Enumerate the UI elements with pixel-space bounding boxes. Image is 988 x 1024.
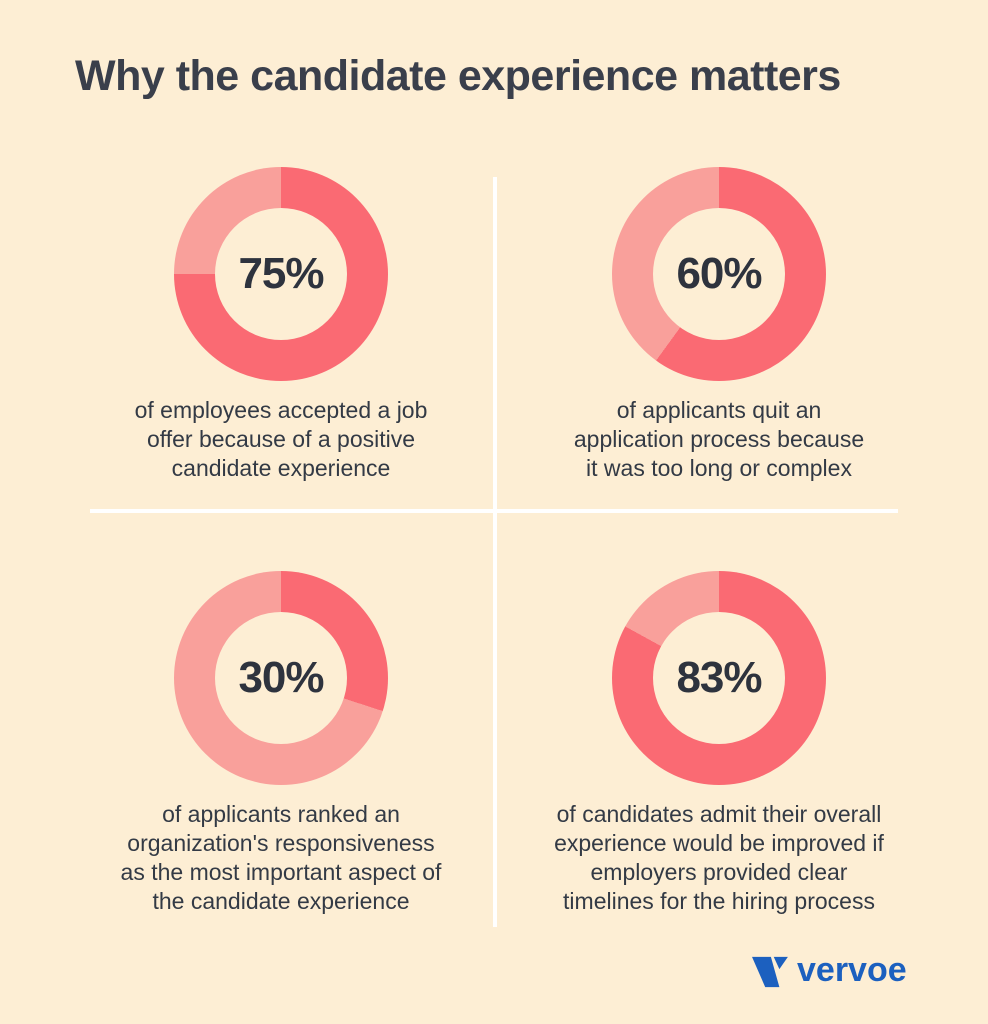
donut-chart-30: 30%	[174, 571, 388, 785]
page-title: Why the candidate experience matters	[75, 52, 841, 100]
horizontal-divider	[90, 509, 898, 513]
stat-value: 60%	[676, 249, 762, 298]
stat-caption: of employees accepted a job offer becaus…	[134, 397, 428, 481]
donut-chart-60: 60%	[612, 167, 826, 381]
vervoe-logo: vervoe	[748, 953, 907, 991]
stat-value: 75%	[238, 249, 324, 298]
stat-card-employees: 75% of employees accepted a job offer be…	[71, 167, 491, 483]
donut-hole: 75%	[215, 208, 347, 340]
vervoe-v-icon	[752, 956, 788, 988]
donut-hole: 60%	[653, 208, 785, 340]
stat-value: 30%	[238, 653, 324, 702]
stat-caption: of candidates admit their overall experi…	[554, 801, 884, 914]
stat-card-responsiveness: 30% of applicants ranked an organization…	[71, 571, 491, 916]
stat-card-applicants-quit: 60% of applicants quit an application pr…	[509, 167, 929, 483]
donut-hole: 83%	[653, 612, 785, 744]
donut-chart-83: 83%	[612, 571, 826, 785]
stat-value: 83%	[676, 653, 762, 702]
donut-chart-75: 75%	[174, 167, 388, 381]
stat-card-timelines: 83% of candidates admit their overall ex…	[509, 571, 929, 916]
vertical-divider	[493, 177, 497, 927]
stat-caption: of applicants ranked an organization's r…	[120, 801, 442, 914]
vervoe-logo-text: vervoe	[797, 951, 907, 989]
donut-hole: 30%	[215, 612, 347, 744]
stat-caption: of applicants quit an application proces…	[573, 397, 865, 481]
